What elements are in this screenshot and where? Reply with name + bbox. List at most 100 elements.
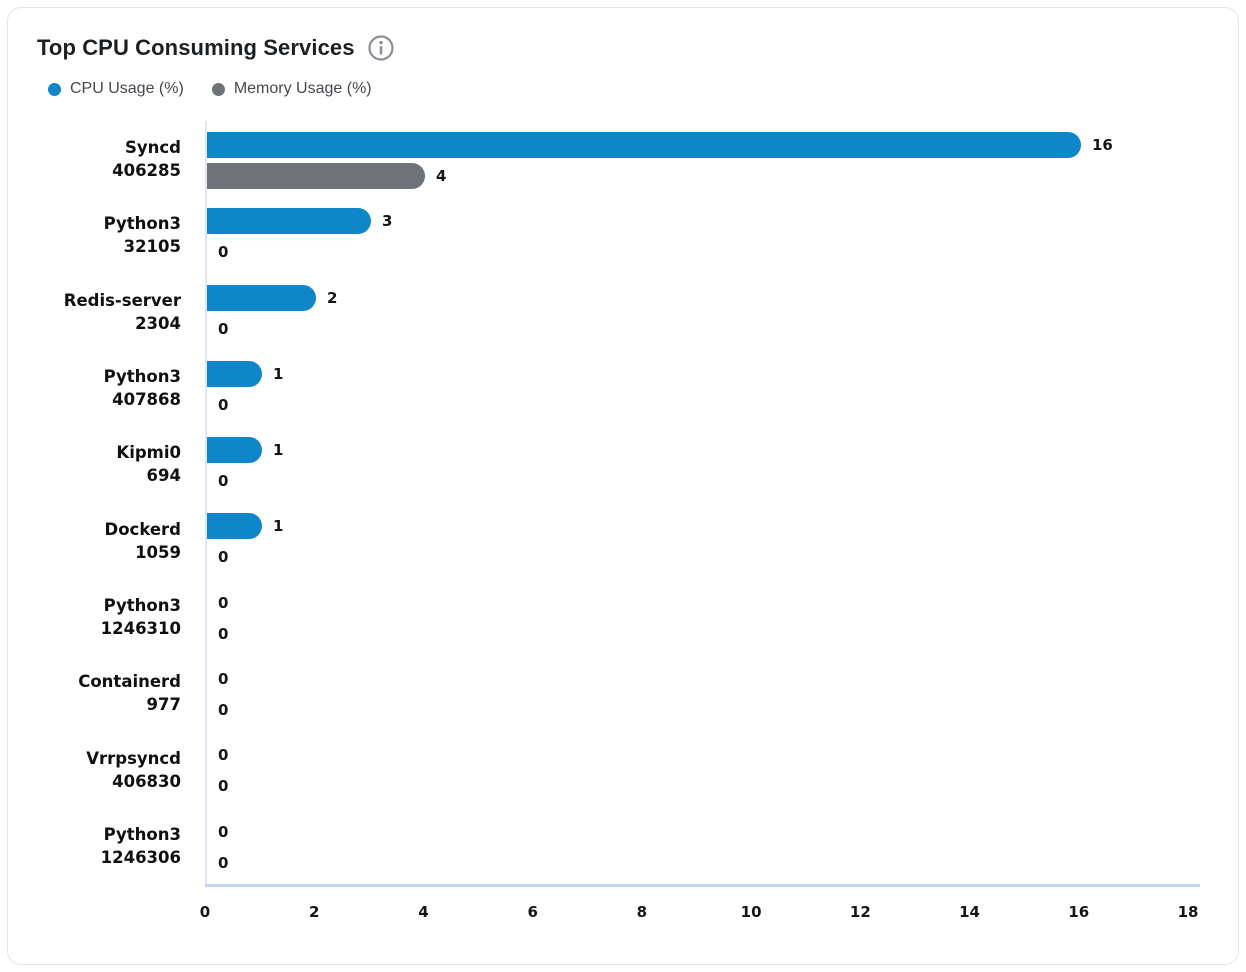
legend: CPU Usage (%) Memory Usage (%)	[48, 80, 372, 98]
service-pid: 977	[146, 695, 181, 715]
cpu-usage-legend-dot-icon	[48, 82, 61, 96]
service-name: Python3	[103, 367, 181, 387]
category-label: Dockerd 1059	[8, 502, 181, 578]
memory-usage-bar-line: 0	[207, 316, 1238, 342]
chart-row: Python3 32105 3 0	[8, 197, 1238, 274]
chart-title: Top CPU Consuming Services	[37, 35, 355, 60]
memory-usage-bar-line: 0	[207, 850, 1238, 876]
memory-usage-value-label: 0	[218, 624, 229, 643]
cpu-usage-bar[interactable]	[207, 437, 262, 464]
service-name: Python3	[103, 595, 181, 615]
chart-row: Python3 407868 1 0	[8, 349, 1238, 427]
memory-usage-value-label: 0	[218, 243, 229, 262]
cpu-usage-bar-line: 1	[207, 437, 1238, 464]
legend-label: CPU Usage (%)	[70, 80, 184, 97]
service-pid: 1246306	[100, 847, 181, 867]
chart-row: Syncd 406285 16 4	[8, 121, 1238, 198]
cpu-usage-bar-line: 3	[207, 208, 1238, 235]
service-pid: 694	[146, 466, 181, 486]
chart-row: Python3 1246310 0 0	[8, 578, 1238, 656]
cpu-usage-value-label: 16	[1092, 136, 1113, 154]
category-label: Containerd 977	[8, 655, 181, 731]
service-pid: 406285	[112, 161, 181, 181]
cpu-usage-bar-line: 0	[207, 819, 1238, 845]
chart-row: Kipmi0 694 1 0	[8, 426, 1238, 503]
memory-usage-bar-line: 0	[207, 697, 1238, 723]
category-label: Vrrpsyncd 406830	[8, 731, 181, 807]
cpu-usage-bar[interactable]	[207, 208, 371, 235]
cpu-usage-bar-line: 16	[207, 132, 1238, 158]
service-name: Kipmi0	[116, 443, 181, 463]
memory-usage-legend-dot-icon	[211, 82, 225, 96]
memory-usage-bar[interactable]	[207, 163, 425, 189]
x-axis-tick-label: 16	[1068, 903, 1090, 921]
service-name: Dockerd	[104, 519, 181, 539]
memory-usage-bar-line: 0	[207, 544, 1238, 570]
legend-item-cpu-usage[interactable]: CPU Usage (%)	[48, 80, 184, 98]
chart-card: Top CPU Consuming Services CPU Usage (%)…	[7, 7, 1239, 965]
legend-label: Memory Usage (%)	[233, 80, 372, 97]
chart-row: Python3 1246306 0 0	[8, 807, 1238, 884]
chart-row: Dockerd 1059 1 0	[8, 502, 1238, 579]
memory-usage-bar-line: 0	[207, 392, 1238, 418]
cpu-usage-value-label: 0	[218, 593, 229, 612]
service-name: Redis-server	[63, 290, 181, 310]
cpu-usage-value-label: 1	[273, 517, 284, 536]
memory-usage-bar-line: 0	[207, 468, 1238, 494]
service-pid: 2304	[135, 313, 181, 333]
category-label: Kipmi0 694	[8, 426, 181, 502]
service-name: Syncd	[125, 138, 181, 158]
legend-item-memory-usage[interactable]: Memory Usage (%)	[211, 80, 372, 98]
cpu-usage-bar-line: 0	[207, 742, 1238, 768]
x-axis-tick-label: 0	[199, 903, 211, 921]
category-label: Redis-server 2304	[8, 274, 181, 350]
service-pid: 406830	[112, 771, 181, 791]
cpu-usage-bar-line: 0	[207, 590, 1238, 616]
service-name: Containerd	[78, 672, 181, 692]
x-axis-tick-label: 6	[527, 903, 538, 921]
cpu-usage-bar[interactable]	[207, 513, 262, 540]
cpu-usage-value-label: 1	[273, 441, 284, 460]
cpu-usage-bar[interactable]	[207, 132, 1081, 158]
cpu-usage-value-label: 0	[218, 670, 229, 689]
memory-usage-value-label: 0	[218, 548, 229, 567]
chart-header: Top CPU Consuming Services	[37, 33, 395, 63]
cpu-usage-value-label: 0	[218, 746, 229, 765]
cpu-usage-bar-line: 2	[207, 284, 1238, 311]
memory-usage-bar-line: 0	[207, 773, 1238, 799]
x-axis-tick-label: 8	[636, 903, 648, 921]
service-pid: 32105	[123, 237, 181, 257]
service-pid: 407868	[112, 390, 181, 410]
category-label: Python3 1246306	[8, 808, 181, 884]
info-icon[interactable]	[367, 34, 395, 62]
memory-usage-bar-line: 0	[207, 621, 1238, 647]
service-pid: 1059	[135, 542, 181, 562]
category-label: Python3 407868	[8, 350, 181, 426]
chart-row: Containerd 977 0 0	[8, 655, 1238, 732]
memory-usage-value-label: 0	[218, 777, 229, 796]
service-name: Python3	[103, 214, 181, 234]
x-axis-tick-label: 10	[740, 903, 762, 921]
x-axis-line	[205, 884, 1200, 887]
bar-chart: Syncd 406285 16 4 Python3 32105 3 0 Redis-server…	[8, 121, 1238, 884]
memory-usage-bar-line: 4	[207, 163, 1238, 189]
cpu-usage-bar[interactable]	[207, 284, 316, 311]
x-axis-ticks: 0 2 4 6 8 10 12 14 16 18	[200, 903, 1199, 925]
x-axis-tick-label: 4	[418, 903, 429, 921]
cpu-usage-bar[interactable]	[207, 360, 262, 387]
cpu-usage-value-label: 2	[327, 288, 338, 307]
memory-usage-value-label: 0	[218, 853, 229, 872]
memory-usage-value-label: 0	[218, 701, 229, 720]
service-name: Vrrpsyncd	[86, 748, 181, 768]
cpu-usage-bar-line: 0	[207, 666, 1238, 692]
memory-usage-value-label: 0	[218, 395, 229, 414]
